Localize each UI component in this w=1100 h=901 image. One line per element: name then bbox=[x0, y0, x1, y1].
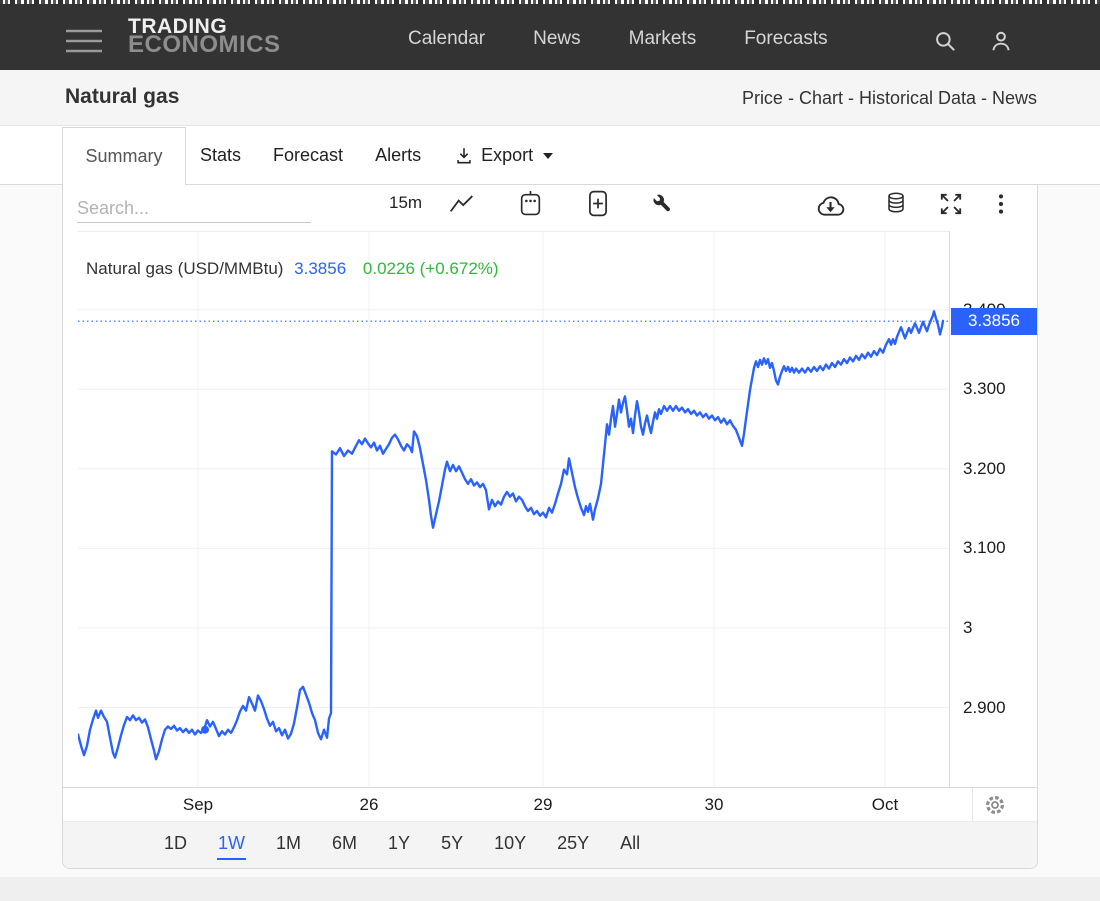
chart-style-button[interactable] bbox=[449, 192, 474, 216]
header-nav: Calendar News Markets Forecasts bbox=[408, 8, 828, 70]
tab-row-divider bbox=[0, 184, 1100, 185]
price-series-line bbox=[78, 310, 945, 761]
range-10y[interactable]: 10Y bbox=[494, 833, 527, 853]
app-header: TRADING ECONOMICS Calendar News Markets For… bbox=[0, 4, 1100, 70]
x-tick-sep: Sep bbox=[182, 795, 214, 814]
nav-item-news[interactable]: News bbox=[533, 28, 581, 49]
nav-item-forecasts[interactable]: Forecasts bbox=[744, 28, 828, 49]
compare-add-button[interactable] bbox=[586, 190, 610, 217]
y-tick-3.200: 3.200 bbox=[963, 458, 1006, 478]
settings-gear-icon bbox=[985, 795, 1005, 815]
price-chart-svg[interactable] bbox=[78, 231, 949, 787]
export-label: Export bbox=[481, 145, 534, 165]
range-1m[interactable]: 1M bbox=[276, 833, 302, 853]
axis-separator bbox=[972, 788, 973, 822]
range-all[interactable]: All bbox=[620, 833, 641, 853]
search-button[interactable] bbox=[932, 28, 958, 54]
title-bar bbox=[0, 70, 1100, 126]
page-bottom-strip bbox=[0, 877, 1100, 901]
legend-title: Natural gas (USD/MMBtu) bbox=[86, 259, 284, 278]
range-1w[interactable]: 1W bbox=[217, 831, 247, 860]
tools-wrench-icon bbox=[653, 194, 670, 212]
page-title: Natural gas bbox=[65, 85, 180, 108]
nav-item-calendar[interactable]: Calendar bbox=[408, 28, 486, 49]
y-tick-3.100: 3.100 bbox=[963, 538, 1006, 558]
range-6m[interactable]: 6M bbox=[332, 833, 358, 853]
caret-down-icon bbox=[543, 152, 554, 159]
range-bar: 1D 1W 1M 6M 1Y 5Y 10Y 25Y All bbox=[163, 822, 641, 869]
export-button[interactable]: Export bbox=[453, 145, 554, 167]
legend-last-price: 3.3856 bbox=[294, 259, 347, 278]
kebab-menu-icon bbox=[998, 194, 1004, 214]
logo[interactable]: TRADING ECONOMICS bbox=[128, 16, 281, 57]
database-icon bbox=[888, 192, 904, 213]
x-tick-26: 26 bbox=[359, 795, 379, 814]
y-tick-2.900: 2.900 bbox=[963, 697, 1006, 717]
chart-settings-button[interactable] bbox=[983, 793, 1007, 817]
y-tick-3: 3 bbox=[963, 617, 973, 637]
chart-card: 15m bbox=[62, 185, 1038, 869]
logo-line2: ECONOMICS bbox=[128, 31, 281, 58]
logo-line1: TRADING bbox=[128, 15, 228, 38]
range-5y[interactable]: 5Y bbox=[441, 833, 464, 853]
download-cloud-icon bbox=[817, 196, 845, 216]
tab-stats[interactable]: Stats bbox=[200, 145, 242, 165]
tab-summary[interactable]: Summary bbox=[62, 127, 186, 185]
nav-item-markets[interactable]: Markets bbox=[628, 28, 697, 49]
export-download-icon bbox=[457, 147, 471, 163]
series-marker-dot bbox=[201, 725, 209, 734]
search-icon bbox=[936, 32, 955, 51]
line-style-icon bbox=[449, 195, 473, 212]
last-price-badge: 3.3856 bbox=[951, 307, 1037, 335]
compare-plus-icon bbox=[589, 190, 607, 217]
tab-list: Stats Forecast Alerts Export bbox=[200, 127, 554, 184]
range-1d[interactable]: 1D bbox=[164, 833, 188, 853]
clipped-ticker-strip bbox=[0, 0, 1100, 4]
calendar-icon bbox=[520, 191, 541, 216]
account-button[interactable] bbox=[988, 28, 1014, 54]
x-axis[interactable]: Sep 26 29 30 Oct bbox=[63, 787, 1037, 822]
tab-alerts[interactable]: Alerts bbox=[375, 145, 422, 165]
breadcrumb[interactable]: Price - Chart - Historical Data - News bbox=[741, 88, 1037, 108]
menu-icon bbox=[66, 29, 102, 53]
interval-selector[interactable]: 15m bbox=[389, 193, 423, 212]
y-tick-3.300: 3.300 bbox=[963, 379, 1006, 399]
menu-button[interactable] bbox=[64, 28, 104, 54]
legend-change: 0.0226 (+0.672%) bbox=[362, 259, 499, 278]
user-icon bbox=[992, 31, 1010, 51]
search-input[interactable] bbox=[77, 195, 311, 223]
more-options-button[interactable] bbox=[995, 191, 1007, 217]
x-tick-30: 30 bbox=[704, 795, 724, 814]
data-source-button[interactable] bbox=[884, 190, 908, 217]
tools-button[interactable] bbox=[650, 192, 674, 216]
chart-legend: Natural gas (USD/MMBtu) 3.3856 0.0226 (+… bbox=[86, 259, 499, 279]
tab-forecast[interactable]: Forecast bbox=[273, 145, 344, 165]
x-tick-oct: Oct bbox=[871, 795, 899, 814]
range-1y[interactable]: 1Y bbox=[388, 833, 411, 853]
date-range-button[interactable] bbox=[518, 190, 543, 217]
fullscreen-button[interactable] bbox=[938, 191, 964, 217]
download-button[interactable] bbox=[814, 191, 847, 217]
range-strip: 1D 1W 1M 6M 1Y 5Y 10Y 25Y All bbox=[63, 821, 1037, 868]
fullscreen-icon bbox=[940, 193, 962, 215]
x-tick-29: 29 bbox=[533, 795, 553, 814]
range-25y[interactable]: 25Y bbox=[557, 833, 590, 853]
